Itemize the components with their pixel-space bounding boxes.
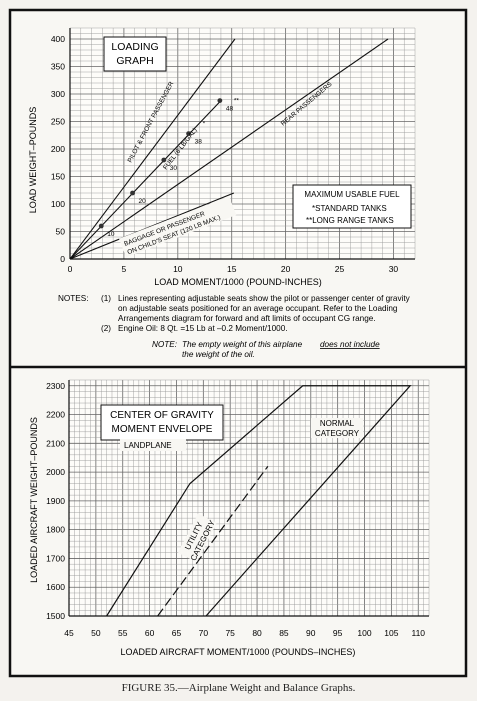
x-tick-label: 60 — [145, 628, 155, 638]
cg-y-axis-title: LOADED AIRCRAFT WEIGHT–POUNDS — [29, 417, 39, 583]
y-tick-label: 0 — [60, 254, 65, 264]
cg-x-axis-title: LOADED AIRCRAFT MOMENT/1000 (POUNDS–INCH… — [121, 647, 356, 657]
x-tick-label: 95 — [333, 628, 343, 638]
notes-label: NOTES: — [58, 294, 88, 303]
oil-note-text: The empty weight of this airplane — [182, 340, 303, 349]
cg-envelope-chart: 45 50 55 60 65 70 75 80 85 90 95 100 105 110 1500 1600 1… — [29, 380, 429, 657]
normal-category-line1: NORMAL — [320, 419, 355, 428]
x-tick-label: 50 — [91, 628, 101, 638]
y-tick-label: 2300 — [46, 381, 65, 391]
x-tick-label: 30 — [389, 264, 399, 274]
loading-graph-x-axis-title: LOAD MOMENT/1000 (POUND-INCHES) — [154, 277, 322, 287]
y-tick-label: 1500 — [46, 611, 65, 621]
note-1-line-3: Arrangements diagram for forward and aft… — [118, 314, 376, 323]
y-tick-label: 50 — [56, 227, 66, 237]
x-tick-label: 0 — [68, 264, 73, 274]
x-tick-label: 70 — [199, 628, 209, 638]
x-tick-label: 85 — [279, 628, 289, 638]
y-tick-label: 1700 — [46, 553, 65, 563]
y-tick-label: 350 — [51, 62, 65, 72]
long-range-tank-marker: ** — [234, 98, 240, 105]
fuel-point — [130, 191, 135, 196]
loading-graph-y-axis-title: LOAD WEIGHT–POUNDS — [28, 107, 38, 214]
x-tick-label: 80 — [252, 628, 262, 638]
x-tick-label: 110 — [411, 628, 425, 638]
y-tick-label: 1900 — [46, 496, 65, 506]
y-tick-label: 2200 — [46, 410, 65, 420]
y-tick-label: 250 — [51, 117, 65, 127]
figure-caption: FIGURE 35.—Airplane Weight and Balance G… — [0, 682, 477, 694]
y-tick-label: 1600 — [46, 582, 65, 592]
x-tick-label: 25 — [335, 264, 345, 274]
y-tick-label: 100 — [51, 199, 65, 209]
y-tick-label: 1800 — [46, 525, 65, 535]
fuel-point — [99, 224, 104, 229]
fuel-legend-item-long-range: **LONG RANGE TANKS — [306, 216, 394, 225]
cg-subtitle: LANDPLANE — [124, 441, 172, 450]
fuel-gallons-label: 10 — [107, 231, 115, 238]
cg-title-line1: CENTER OF GRAVITY — [110, 410, 214, 421]
x-tick-label: 5 — [122, 264, 127, 274]
x-tick-label: 45 — [64, 628, 74, 638]
normal-category-line2: CATEGORY — [315, 429, 360, 438]
fuel-legend-title: MAXIMUM USABLE FUEL — [304, 190, 400, 199]
x-tick-label: 15 — [227, 264, 237, 274]
y-tick-label: 150 — [51, 172, 65, 182]
fuel-gallons-label: 48 — [226, 106, 234, 113]
cg-title-line2: MOMENT ENVELOPE — [112, 424, 213, 435]
loading-graph-title-line1: LOADING — [111, 41, 158, 53]
fuel-legend-item-standard: *STANDARD TANKS — [312, 204, 387, 213]
note-2-line-1: Engine Oil: 8 Qt. =15 Lb at –0.2 Moment/… — [118, 324, 288, 333]
fuel-gallons-label: 20 — [139, 198, 147, 205]
fuel-gallons-label: 38 — [195, 139, 203, 146]
oil-note-underlined: does not include — [320, 340, 380, 349]
oil-note-label: NOTE: — [152, 340, 177, 349]
x-tick-label: 55 — [118, 628, 128, 638]
x-tick-label: 10 — [173, 264, 183, 274]
x-tick-label: 90 — [306, 628, 316, 638]
x-tick-label: 20 — [281, 264, 291, 274]
fuel-point — [217, 98, 222, 103]
oil-note-line-2: the weight of the oil. — [182, 350, 255, 359]
y-tick-label: 400 — [51, 34, 65, 44]
x-tick-label: 100 — [357, 628, 371, 638]
note-1-line-2: on adjustable seats positioned for an av… — [118, 304, 398, 313]
note-1-number: (1) — [101, 294, 111, 303]
y-tick-label: 2000 — [46, 467, 65, 477]
note-2-number: (2) — [101, 324, 111, 333]
x-tick-label: 105 — [384, 628, 398, 638]
y-tick-label: 300 — [51, 89, 65, 99]
x-tick-label: 75 — [225, 628, 235, 638]
y-tick-label: 2100 — [46, 438, 65, 448]
y-tick-label: 200 — [51, 144, 65, 154]
loading-graph-title-line2: GRAPH — [116, 55, 153, 67]
note-1-line-1: Lines representing adjustable seats show… — [118, 294, 411, 303]
x-tick-label: 65 — [172, 628, 182, 638]
